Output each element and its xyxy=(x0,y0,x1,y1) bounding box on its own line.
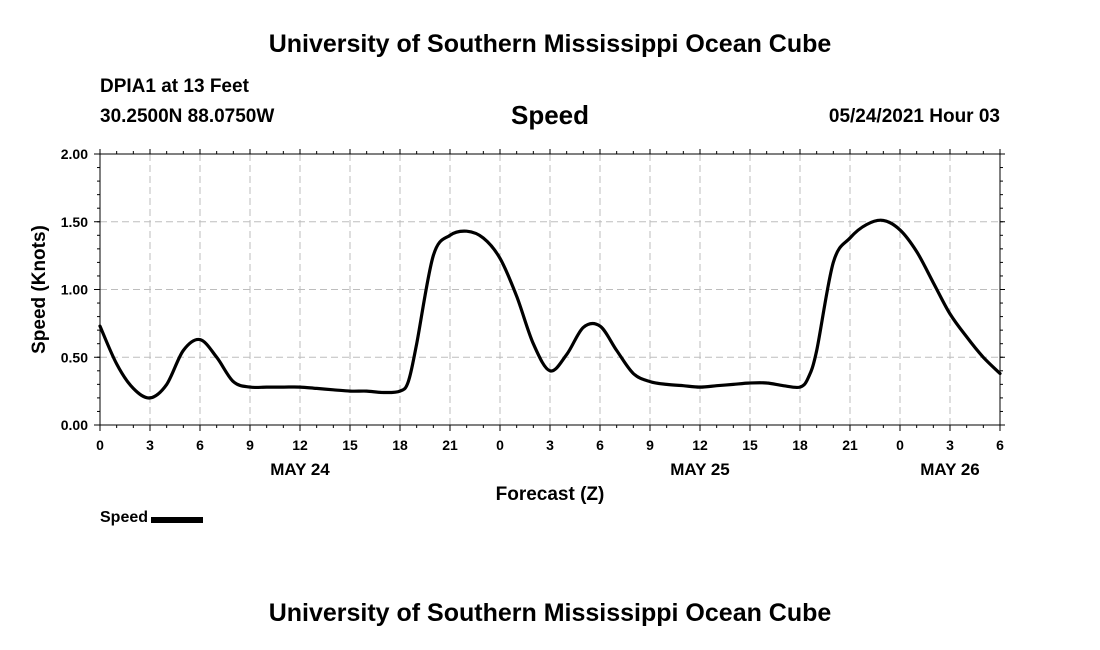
x-tick-label: 15 xyxy=(742,437,758,453)
legend-label: Speed xyxy=(100,509,149,526)
x-tick-label: 9 xyxy=(646,437,654,453)
x-tick-label: 0 xyxy=(96,437,104,453)
x-tick-label: 21 xyxy=(442,437,458,453)
date-label: MAY 24 xyxy=(270,460,330,479)
legend-swatch xyxy=(151,516,204,523)
run-time: 05/24/2021 Hour 03 xyxy=(828,106,1000,127)
x-tick-label: 6 xyxy=(596,437,604,453)
x-tick-label: 6 xyxy=(996,437,1004,453)
x-tick-label: 12 xyxy=(692,437,708,453)
x-tick-label: 15 xyxy=(342,437,358,453)
x-tick-label: 21 xyxy=(842,437,858,453)
plot-frame xyxy=(99,153,1001,426)
y-tick-label: 1.00 xyxy=(61,282,88,298)
footer-title: University of Southern Mississippi Ocean… xyxy=(268,599,832,627)
speed-series-line xyxy=(98,218,1002,400)
y-tick-label: 1.50 xyxy=(61,214,88,230)
header-title: University of Southern Mississippi Ocean… xyxy=(268,30,832,58)
station-name: DPIA1 at 13 Feet xyxy=(100,76,249,97)
station-coordinates: 30.2500N 88.0750W xyxy=(100,106,275,127)
x-tick-label: 9 xyxy=(246,437,254,453)
grid-lines xyxy=(100,154,1000,425)
chart-title: Speed xyxy=(510,100,590,130)
y-tick-label: 0.50 xyxy=(61,349,88,365)
x-tick-label: 12 xyxy=(292,437,308,453)
x-tick-label: 6 xyxy=(196,437,204,453)
x-tick-label: 3 xyxy=(946,437,954,453)
y-axis-title: Speed (Knots) xyxy=(29,225,50,354)
x-tick-label: 0 xyxy=(496,437,504,453)
y-tick-label: 2.00 xyxy=(61,146,88,162)
date-label: MAY 25 xyxy=(670,460,730,479)
x-tick-label: 18 xyxy=(792,437,808,453)
x-tick-label: 3 xyxy=(546,437,554,453)
axis-labels: 0 3 6 9 12 15 18 21 0 3 6 9 12 15 18 21 0 3 6 0.00 0.50 1.00 1… xyxy=(61,146,1004,479)
x-tick-label: 0 xyxy=(896,437,904,453)
y-tick-label: 0.00 xyxy=(61,417,88,433)
date-label: MAY 26 xyxy=(920,460,980,479)
legend: Speed xyxy=(100,509,204,527)
x-axis-title: Forecast (Z) xyxy=(496,484,605,505)
x-tick-label: 3 xyxy=(146,437,154,453)
x-tick-label: 18 xyxy=(392,437,408,453)
